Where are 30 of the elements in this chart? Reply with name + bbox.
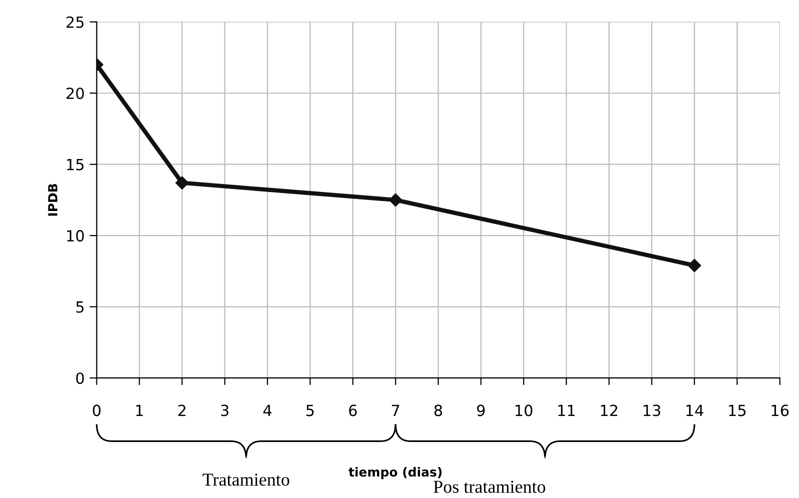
x-tick-label: 11	[558, 404, 575, 416]
point	[388, 193, 402, 207]
x-tick-label: 0	[92, 404, 101, 416]
x-tick-label: 15	[729, 404, 746, 416]
y-tick-label: 20	[66, 88, 84, 100]
y-axis-title: IPDB	[48, 184, 58, 216]
y-tick-label: 10	[67, 230, 84, 242]
x-tick-label: 10	[516, 404, 532, 416]
x-tick-label: 5	[306, 404, 314, 416]
x-tick-label: 12	[600, 404, 618, 416]
y-tick-label: 5	[76, 301, 84, 313]
text: Pos tratamiento	[434, 480, 546, 493]
x-tick-label: 4	[263, 404, 272, 416]
x-tick-label: 13	[644, 404, 660, 416]
x-tick-label: 8	[434, 404, 442, 416]
x-axis-title: tiempo (dias)	[348, 467, 442, 480]
y-tick-label: 15	[67, 159, 84, 170]
y-tick-label: 25	[66, 16, 84, 28]
x-tick-label: 1	[136, 404, 143, 416]
x-tick-label: 7	[392, 404, 400, 416]
x-tick-label: 2	[178, 404, 186, 416]
x-tick-label: 16	[772, 404, 789, 416]
x-tick-label: 6	[349, 404, 357, 416]
x-tick-label: 14	[686, 404, 704, 416]
point	[175, 176, 189, 190]
y-tick-label: 0	[76, 372, 84, 384]
x-tick-label: 9	[477, 404, 485, 416]
text: Tratamiento	[202, 474, 290, 486]
point	[688, 258, 702, 272]
x-tick-label: 3	[221, 404, 228, 416]
